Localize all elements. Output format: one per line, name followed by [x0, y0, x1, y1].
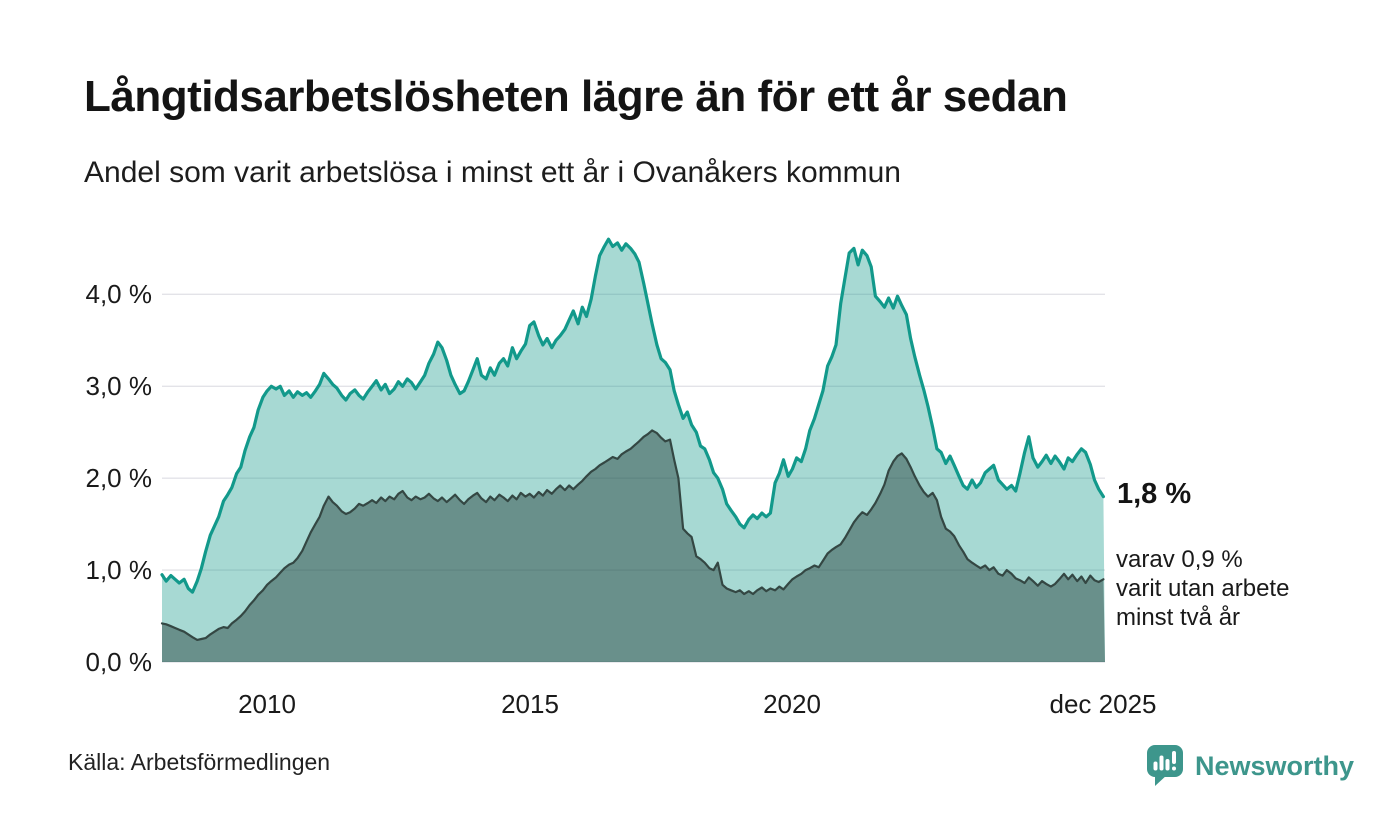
y-tick-label: 3,0 %: [85, 371, 153, 402]
y-tick-label: 0,0 %: [85, 647, 153, 677]
sub-annotation-line: minst två år: [1116, 604, 1241, 631]
page-title: Långtidsarbetslösheten lägre än för ett …: [84, 72, 1068, 121]
brand-logo: Newsworthy: [1146, 744, 1354, 788]
y-tick-label: 4,0 %: [85, 279, 153, 310]
y-tick-label: 2,0 %: [85, 463, 153, 494]
page-subtitle: Andel som varit arbetslösa i minst ett å…: [84, 156, 901, 189]
x-tick-label: 2020: [763, 689, 821, 719]
line-1: [160, 429, 1105, 641]
x-tick-label: dec 2025: [1049, 689, 1157, 719]
source-note: Källa: Arbetsförmedlingen: [68, 749, 331, 775]
x-tick-label: 2015: [501, 689, 559, 719]
area-0: [162, 239, 1105, 662]
area-1: [162, 430, 1105, 662]
end-value-annotation: 1,8 %: [1117, 478, 1192, 510]
sub-annotation: varav 0,9 % varit utan arbete minst två …: [1116, 545, 1289, 632]
sub-annotation-line: varav 0,9 %: [1116, 546, 1243, 573]
line-0: [160, 237, 1105, 594]
newsworthy-icon: [1147, 745, 1183, 786]
y-tick-label: 1,0 %: [85, 555, 153, 586]
brand-name: Newsworthy: [1195, 751, 1355, 781]
x-tick-label: 2010: [238, 689, 296, 719]
sub-annotation-line: varit utan arbete: [1116, 575, 1290, 602]
